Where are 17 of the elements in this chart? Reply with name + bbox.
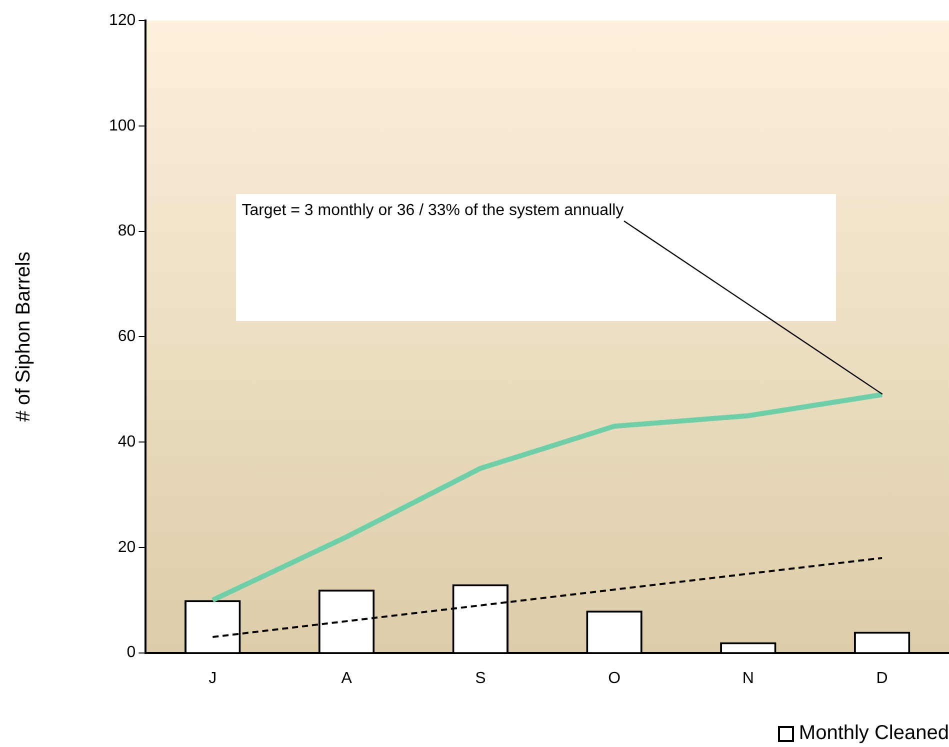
y-tick-label: 120 (108, 12, 136, 30)
x-tick-label: S (475, 670, 486, 687)
y-tick-label: 100 (108, 117, 136, 134)
y-tick-label: 80 (118, 222, 136, 240)
x-tick-label: N (742, 670, 754, 687)
y-tick-label: 40 (118, 433, 136, 450)
x-tick-label: J (208, 670, 217, 687)
x-tick-label: D (876, 670, 888, 687)
y-tick-label: 60 (118, 328, 136, 346)
y-tick-label: 0 (126, 644, 136, 662)
x-tick-label: O (608, 670, 621, 687)
annotation: Target = 3 monthly or 36 / 33% of the system annually (242, 202, 624, 220)
y-axis-title: # of Siphon Barrels (12, 252, 35, 422)
text-box: Target = 3 monthly or 36 / 33% of the system annually (236, 194, 836, 321)
y-tick-label: 20 (118, 538, 136, 556)
x-tick-label: A (341, 670, 352, 687)
text: Monthly Cleaned (798, 722, 949, 745)
